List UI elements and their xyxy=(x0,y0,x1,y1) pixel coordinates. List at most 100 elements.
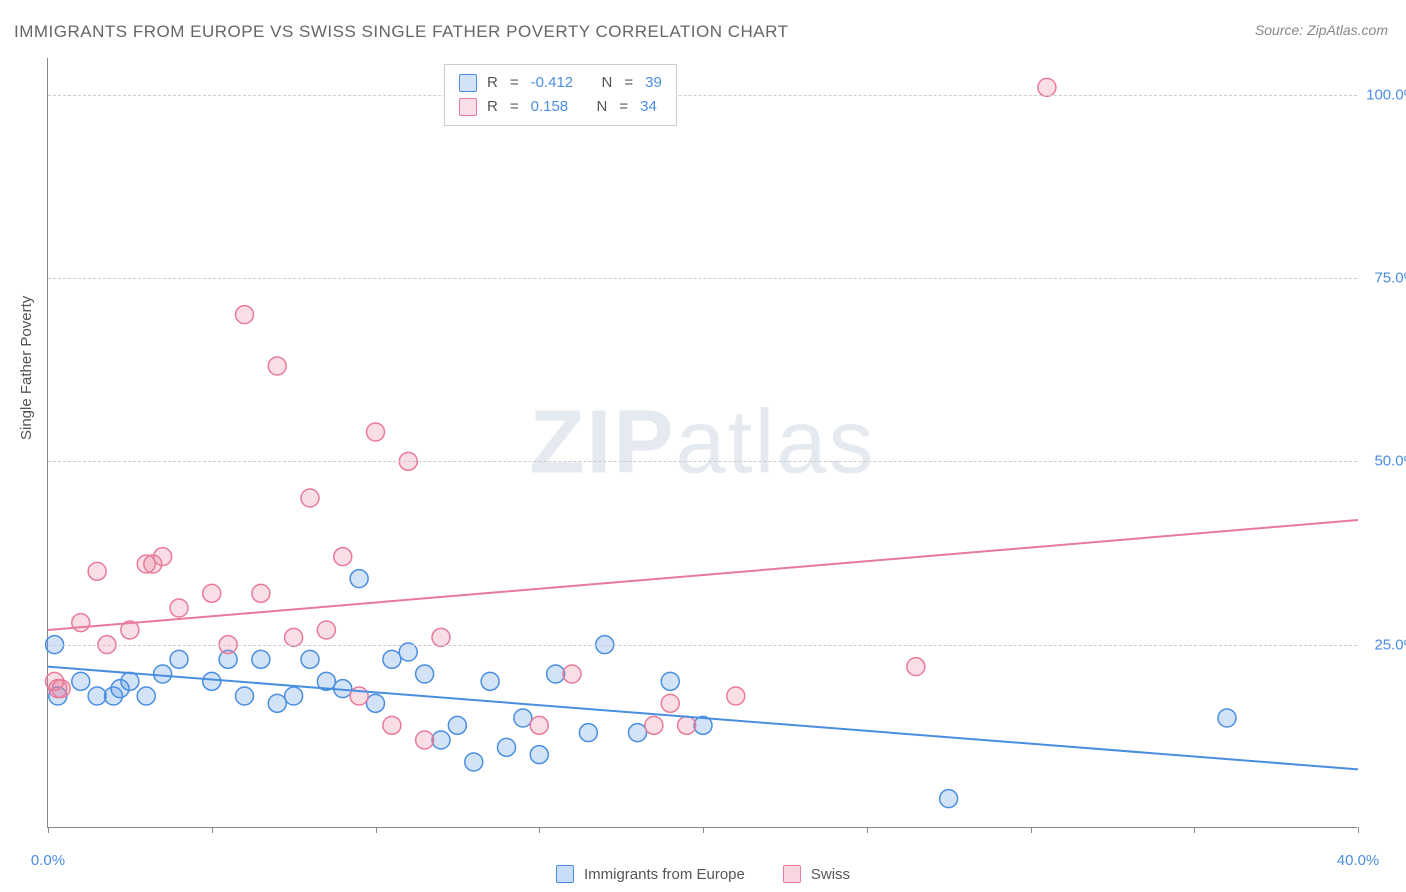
chart-title: IMMIGRANTS FROM EUROPE VS SWISS SINGLE F… xyxy=(14,22,788,42)
data-point xyxy=(88,687,106,705)
grid-line xyxy=(48,645,1357,646)
data-point xyxy=(268,694,286,712)
data-point xyxy=(1038,78,1056,96)
data-point xyxy=(72,614,90,632)
data-point xyxy=(236,306,254,324)
x-tick xyxy=(212,827,213,833)
y-axis-label: Single Father Poverty xyxy=(18,296,35,440)
x-tick xyxy=(1194,827,1195,833)
data-point xyxy=(547,665,565,683)
data-point xyxy=(88,562,106,580)
legend-stats-row-swiss: R = 0.158 N = 34 xyxy=(459,95,662,119)
data-point xyxy=(72,672,90,690)
eq-sign: = xyxy=(622,71,635,95)
data-point xyxy=(252,584,270,602)
source-attribution: Source: ZipAtlas.com xyxy=(1255,22,1388,38)
data-point xyxy=(170,599,188,617)
legend-label-europe: Immigrants from Europe xyxy=(584,866,745,883)
data-point xyxy=(285,628,303,646)
legend-item-europe: Immigrants from Europe xyxy=(556,865,745,883)
stat-n-value-swiss: 34 xyxy=(640,95,657,119)
data-point xyxy=(563,665,581,683)
grid-line xyxy=(48,278,1357,279)
x-tick xyxy=(539,827,540,833)
x-tick xyxy=(867,827,868,833)
data-point xyxy=(530,716,548,734)
data-point xyxy=(727,687,745,705)
data-point xyxy=(137,687,155,705)
plot-area: ZIPatlas 25.0%50.0%75.0%100.0%0.0%40.0% xyxy=(47,58,1357,828)
data-point xyxy=(317,621,335,639)
data-point xyxy=(52,680,70,698)
data-point xyxy=(252,650,270,668)
x-tick xyxy=(703,827,704,833)
data-point xyxy=(367,694,385,712)
data-point xyxy=(481,672,499,690)
y-tick-label: 50.0% xyxy=(1374,453,1406,470)
data-point xyxy=(498,738,516,756)
data-point xyxy=(416,731,434,749)
x-tick-label: 0.0% xyxy=(31,852,65,869)
stat-n-value-europe: 39 xyxy=(645,71,662,95)
data-point xyxy=(268,357,286,375)
data-point xyxy=(301,650,319,668)
y-tick-label: 25.0% xyxy=(1374,636,1406,653)
data-point xyxy=(170,650,188,668)
legend-swatch-europe xyxy=(556,865,574,883)
data-point xyxy=(940,790,958,808)
x-tick xyxy=(1358,827,1359,833)
grid-line xyxy=(48,95,1357,96)
data-point xyxy=(121,672,139,690)
y-tick-label: 100.0% xyxy=(1366,86,1406,103)
trend-line xyxy=(48,667,1358,770)
data-point xyxy=(203,584,221,602)
data-point xyxy=(432,731,450,749)
legend-label-swiss: Swiss xyxy=(811,866,850,883)
x-tick xyxy=(48,827,49,833)
grid-line xyxy=(48,461,1357,462)
data-point xyxy=(661,694,679,712)
data-point xyxy=(334,548,352,566)
data-point xyxy=(465,753,483,771)
chart-container: IMMIGRANTS FROM EUROPE VS SWISS SINGLE F… xyxy=(0,0,1406,892)
x-tick xyxy=(1031,827,1032,833)
data-point xyxy=(416,665,434,683)
data-point xyxy=(629,724,647,742)
eq-sign: = xyxy=(508,71,521,95)
stat-r-value-swiss: 0.158 xyxy=(531,95,569,119)
legend-stats-row-europe: R = -0.412 N = 39 xyxy=(459,71,662,95)
trend-line xyxy=(48,520,1358,630)
data-point xyxy=(530,746,548,764)
eq-sign: = xyxy=(508,95,521,119)
data-point xyxy=(350,570,368,588)
data-point xyxy=(154,665,172,683)
stat-n-label: N xyxy=(597,95,608,119)
data-point xyxy=(907,658,925,676)
data-point xyxy=(285,687,303,705)
data-point xyxy=(301,489,319,507)
data-point xyxy=(154,548,172,566)
legend-swatch-swiss xyxy=(459,98,477,116)
scatter-plot-svg xyxy=(48,58,1357,827)
stat-r-label: R xyxy=(487,95,498,119)
x-tick-label: 40.0% xyxy=(1337,852,1380,869)
data-point xyxy=(399,643,417,661)
x-tick xyxy=(376,827,377,833)
y-tick-label: 75.0% xyxy=(1374,270,1406,287)
legend-stats-box: R = -0.412 N = 39 R = 0.158 N = 34 xyxy=(444,64,677,126)
data-point xyxy=(432,628,450,646)
data-point xyxy=(236,687,254,705)
legend-item-swiss: Swiss xyxy=(783,865,850,883)
data-point xyxy=(661,672,679,690)
data-point xyxy=(367,423,385,441)
eq-sign: = xyxy=(617,95,630,119)
data-point xyxy=(448,716,466,734)
data-point xyxy=(579,724,597,742)
legend-bottom: Immigrants from Europe Swiss xyxy=(556,865,850,883)
stat-r-label: R xyxy=(487,71,498,95)
stat-r-value-europe: -0.412 xyxy=(531,71,574,95)
data-point xyxy=(514,709,532,727)
data-point xyxy=(203,672,221,690)
data-point xyxy=(645,716,663,734)
data-point xyxy=(1218,709,1236,727)
